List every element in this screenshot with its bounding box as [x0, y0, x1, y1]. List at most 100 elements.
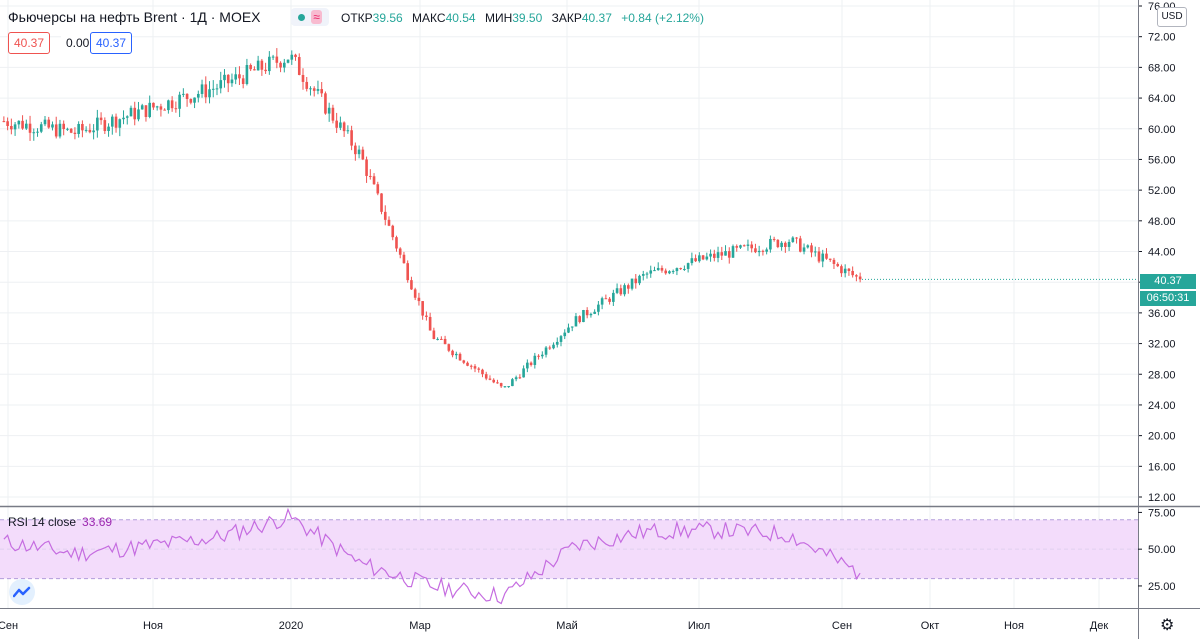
dot-icon[interactable]	[298, 13, 306, 21]
candle-body	[851, 270, 854, 276]
candle-body	[62, 123, 66, 130]
candle-body	[847, 268, 851, 271]
rsi-band	[0, 519, 1138, 580]
candle-body	[645, 273, 649, 275]
candle-body	[84, 129, 88, 131]
candle-body	[110, 116, 114, 127]
y-tick-label: 28.00	[1148, 369, 1176, 381]
candle-body	[421, 301, 424, 316]
candle-body	[544, 347, 548, 355]
candle-body	[245, 64, 249, 84]
y-tick-label: 64.00	[1148, 93, 1176, 105]
candle-body	[275, 56, 279, 63]
candle-body	[24, 123, 28, 129]
candle-body	[522, 368, 525, 378]
candle-body	[772, 238, 776, 240]
candle-body	[155, 106, 159, 108]
candle-body	[297, 57, 301, 75]
y-tick-label: 12.00	[1148, 492, 1176, 504]
candle-body	[152, 102, 155, 108]
last-price-tag: 40.37	[1140, 274, 1196, 289]
candle-body	[410, 280, 413, 290]
candle-body	[750, 244, 754, 249]
indicator-toggle[interactable]: ≈	[291, 8, 329, 26]
candle-body	[828, 258, 832, 260]
candle-body	[6, 121, 9, 126]
buy-price-badge[interactable]: 40.37	[90, 32, 133, 54]
candle-body	[473, 366, 477, 369]
candle-body	[69, 128, 73, 133]
candle-body	[630, 278, 634, 289]
candle-body	[185, 93, 189, 99]
candle-body	[387, 219, 391, 226]
candle-body	[219, 80, 223, 89]
candle-body	[705, 256, 709, 260]
candle-body	[533, 355, 537, 365]
candle-body	[193, 97, 196, 103]
candle-body	[671, 271, 675, 273]
candle-body	[436, 338, 439, 340]
candle-body	[17, 120, 21, 125]
sell-price-badge[interactable]: 40.37	[8, 32, 51, 54]
candle-body	[712, 253, 716, 258]
candle-body	[574, 316, 578, 327]
low-value: 39.50	[512, 11, 543, 25]
candle-body	[312, 88, 316, 91]
candle-body	[256, 60, 260, 71]
candle-body	[241, 78, 245, 84]
candle-body	[211, 88, 215, 90]
candle-body	[335, 120, 338, 128]
candle-body	[784, 242, 787, 247]
gear-icon[interactable]: ⚙	[1160, 617, 1175, 634]
candle-body	[825, 253, 828, 259]
x-tick-label: Дек	[1090, 620, 1109, 632]
open-value: 39.56	[372, 11, 403, 25]
candle-body	[395, 237, 398, 249]
candle-body	[529, 362, 533, 365]
candle-body	[578, 316, 582, 323]
candle-body	[428, 316, 432, 331]
candle-body	[99, 117, 103, 121]
candle-body	[66, 128, 69, 130]
y-tick-label: 68.00	[1148, 62, 1176, 74]
candle-body	[582, 309, 585, 323]
candle-body	[742, 245, 746, 247]
y-tick-label: 24.00	[1148, 400, 1176, 412]
candle-body	[447, 344, 451, 351]
candle-body	[178, 94, 181, 109]
candle-body	[81, 123, 84, 131]
candle-body	[780, 242, 783, 248]
candle-body	[133, 107, 137, 120]
candle-body	[813, 251, 817, 253]
candle-body	[170, 100, 174, 109]
candle-body	[552, 344, 555, 349]
candle-body	[709, 253, 712, 257]
candle-body	[2, 121, 6, 123]
candle-body	[798, 238, 802, 252]
candle-body	[290, 54, 294, 60]
candle-body	[129, 107, 133, 117]
tradingview-logo-icon[interactable]	[9, 579, 35, 605]
candle-body	[413, 289, 417, 298]
currency-button[interactable]: USD	[1157, 7, 1187, 27]
y-tick-label: 72.00	[1148, 32, 1176, 44]
candle-body	[597, 304, 600, 312]
candle-body	[526, 362, 529, 369]
candle-body	[776, 239, 780, 248]
wave-icon[interactable]: ≈	[311, 10, 322, 24]
candle-body	[570, 326, 574, 328]
candle-body	[21, 120, 24, 129]
high-value: 40.54	[445, 11, 476, 25]
candle-body	[698, 255, 701, 262]
candle-body	[238, 74, 241, 79]
candle-body	[488, 378, 492, 380]
candle-body	[268, 56, 271, 72]
candle-body	[821, 253, 825, 262]
candle-body	[305, 81, 309, 89]
candle-body	[301, 74, 305, 82]
candle-body	[73, 132, 77, 134]
y-tick-label: 20.00	[1148, 431, 1176, 443]
close-label: ЗАКР	[551, 11, 582, 25]
candle-body	[761, 250, 765, 252]
